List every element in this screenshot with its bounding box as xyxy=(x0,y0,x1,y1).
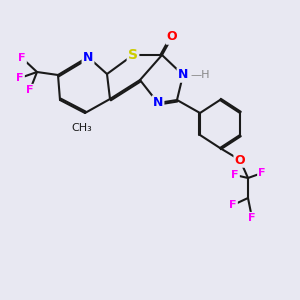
Text: F: F xyxy=(18,53,26,63)
Text: CH₃: CH₃ xyxy=(72,123,92,133)
Text: —H: —H xyxy=(190,70,210,80)
Text: N: N xyxy=(153,97,163,110)
Text: F: F xyxy=(26,85,34,95)
Text: F: F xyxy=(231,170,239,180)
Text: N: N xyxy=(178,68,188,82)
Text: N: N xyxy=(83,50,93,64)
Text: F: F xyxy=(16,73,24,83)
Text: O: O xyxy=(235,154,245,166)
Text: O: O xyxy=(167,31,177,44)
Text: S: S xyxy=(128,48,138,62)
Text: F: F xyxy=(248,213,256,223)
Text: F: F xyxy=(229,200,237,210)
Text: F: F xyxy=(258,168,266,178)
